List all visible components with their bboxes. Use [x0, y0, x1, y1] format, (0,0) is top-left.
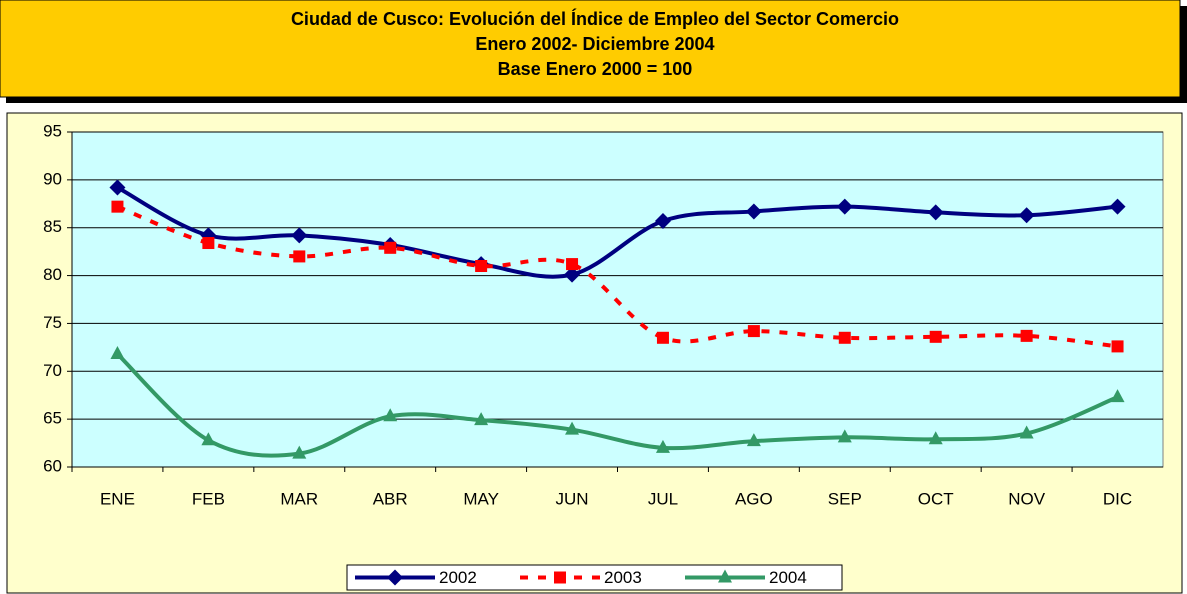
y-tick-label: 80 — [43, 265, 62, 284]
legend-label: 2002 — [439, 568, 477, 587]
marker-square — [747, 325, 760, 338]
marker-triangle — [837, 429, 852, 443]
x-tick-label: ABR — [373, 489, 408, 508]
marker-square — [475, 260, 488, 272]
chart-base-note: Base Enero 2000 = 100 — [498, 59, 693, 79]
marker-square — [1020, 329, 1033, 342]
legend-label: 2003 — [604, 568, 642, 587]
marker-triangle — [110, 346, 125, 360]
chart-subtitle: Enero 2002- Diciembre 2004 — [475, 34, 714, 54]
marker-square — [656, 331, 669, 344]
marker-diamond — [745, 203, 762, 220]
y-tick-label: 70 — [43, 361, 62, 380]
marker-triangle — [1019, 425, 1034, 439]
marker-triangle — [718, 569, 732, 583]
x-tick-label: JUN — [556, 489, 589, 508]
y-tick-label: 90 — [43, 169, 62, 188]
x-tick-label: NOV — [1008, 489, 1046, 508]
title-box — [0, 0, 1181, 98]
marker-diamond — [387, 569, 403, 586]
y-tick-label: 60 — [43, 456, 62, 475]
plot-layer: 60 65 70 75 80 85 90 95 ENE FEB MAR ABR MAY JUN JUL AGO… — [43, 121, 1163, 591]
marker-diamond — [291, 227, 308, 244]
marker-triangle — [474, 412, 489, 426]
marker-diamond — [1109, 198, 1126, 215]
x-tick-label: SEP — [828, 489, 862, 508]
y-tick-label: 65 — [43, 409, 62, 428]
marker-triangle — [201, 432, 216, 446]
marker-triangle — [1110, 389, 1125, 403]
y-tick-label: 75 — [43, 313, 62, 332]
marker-triangle — [928, 431, 943, 445]
marker-diamond — [654, 213, 671, 230]
x-tick-label: OCT — [918, 489, 954, 508]
marker-square — [293, 250, 306, 263]
series-line — [116, 204, 1118, 349]
x-tick-label: MAY — [463, 489, 499, 508]
y-tick-label: 85 — [43, 217, 62, 236]
x-tick-label: FEB — [192, 489, 225, 508]
marker-triangle — [292, 445, 307, 459]
marker-diamond — [109, 179, 126, 196]
marker-square — [929, 330, 942, 343]
x-tick-label: AGO — [735, 489, 773, 508]
marker-diamond — [1018, 207, 1035, 224]
marker-square — [566, 258, 579, 271]
marker-square — [838, 331, 851, 344]
marker-diamond — [836, 198, 853, 215]
marker-triangle — [565, 421, 580, 435]
marker-square — [111, 200, 124, 213]
x-tick-label: DIC — [1103, 489, 1132, 508]
marker-triangle — [746, 433, 761, 447]
y-tick-label: 95 — [43, 121, 62, 140]
marker-square — [1111, 340, 1124, 353]
marker-diamond — [564, 266, 581, 283]
series-line — [116, 352, 1119, 458]
marker-square — [554, 571, 566, 584]
marker-triangle — [655, 439, 670, 453]
x-tick-label: ENE — [100, 489, 135, 508]
x-tick-label: JUL — [648, 489, 678, 508]
marker-square — [202, 237, 215, 250]
legend-label: 2004 — [769, 568, 807, 587]
marker-square — [384, 241, 397, 254]
marker-triangle — [383, 408, 398, 422]
chart-title: Ciudad de Cusco: Evolución del Índice de… — [291, 8, 899, 29]
marker-diamond — [927, 204, 944, 221]
x-tick-label: MAR — [280, 489, 318, 508]
